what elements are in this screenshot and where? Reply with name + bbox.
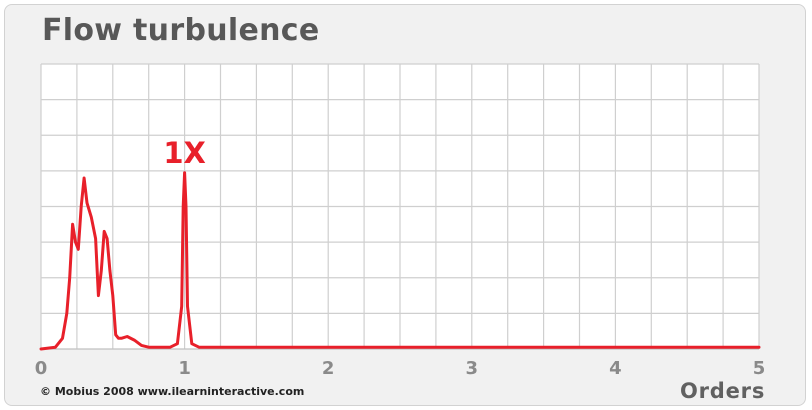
x-tick-label: 2 — [322, 358, 335, 379]
x-axis-label: Orders — [680, 379, 766, 403]
x-tick-label: 4 — [609, 358, 622, 379]
x-tick-label: 5 — [753, 358, 766, 379]
x-tick-label: 3 — [466, 358, 479, 379]
series-line — [39, 171, 761, 351]
x-tick-labels: 0 1 2 3 4 5 — [35, 358, 766, 379]
chart-title: Flow turbulence — [42, 13, 320, 48]
annotation-1x: 1X — [163, 136, 206, 170]
x-tick-label: 0 — [35, 358, 48, 379]
copyright-text: © Mobius 2008 www.ilearninteractive.com — [40, 385, 305, 398]
x-tick-label: 1 — [178, 358, 191, 379]
grid — [40, 63, 760, 350]
